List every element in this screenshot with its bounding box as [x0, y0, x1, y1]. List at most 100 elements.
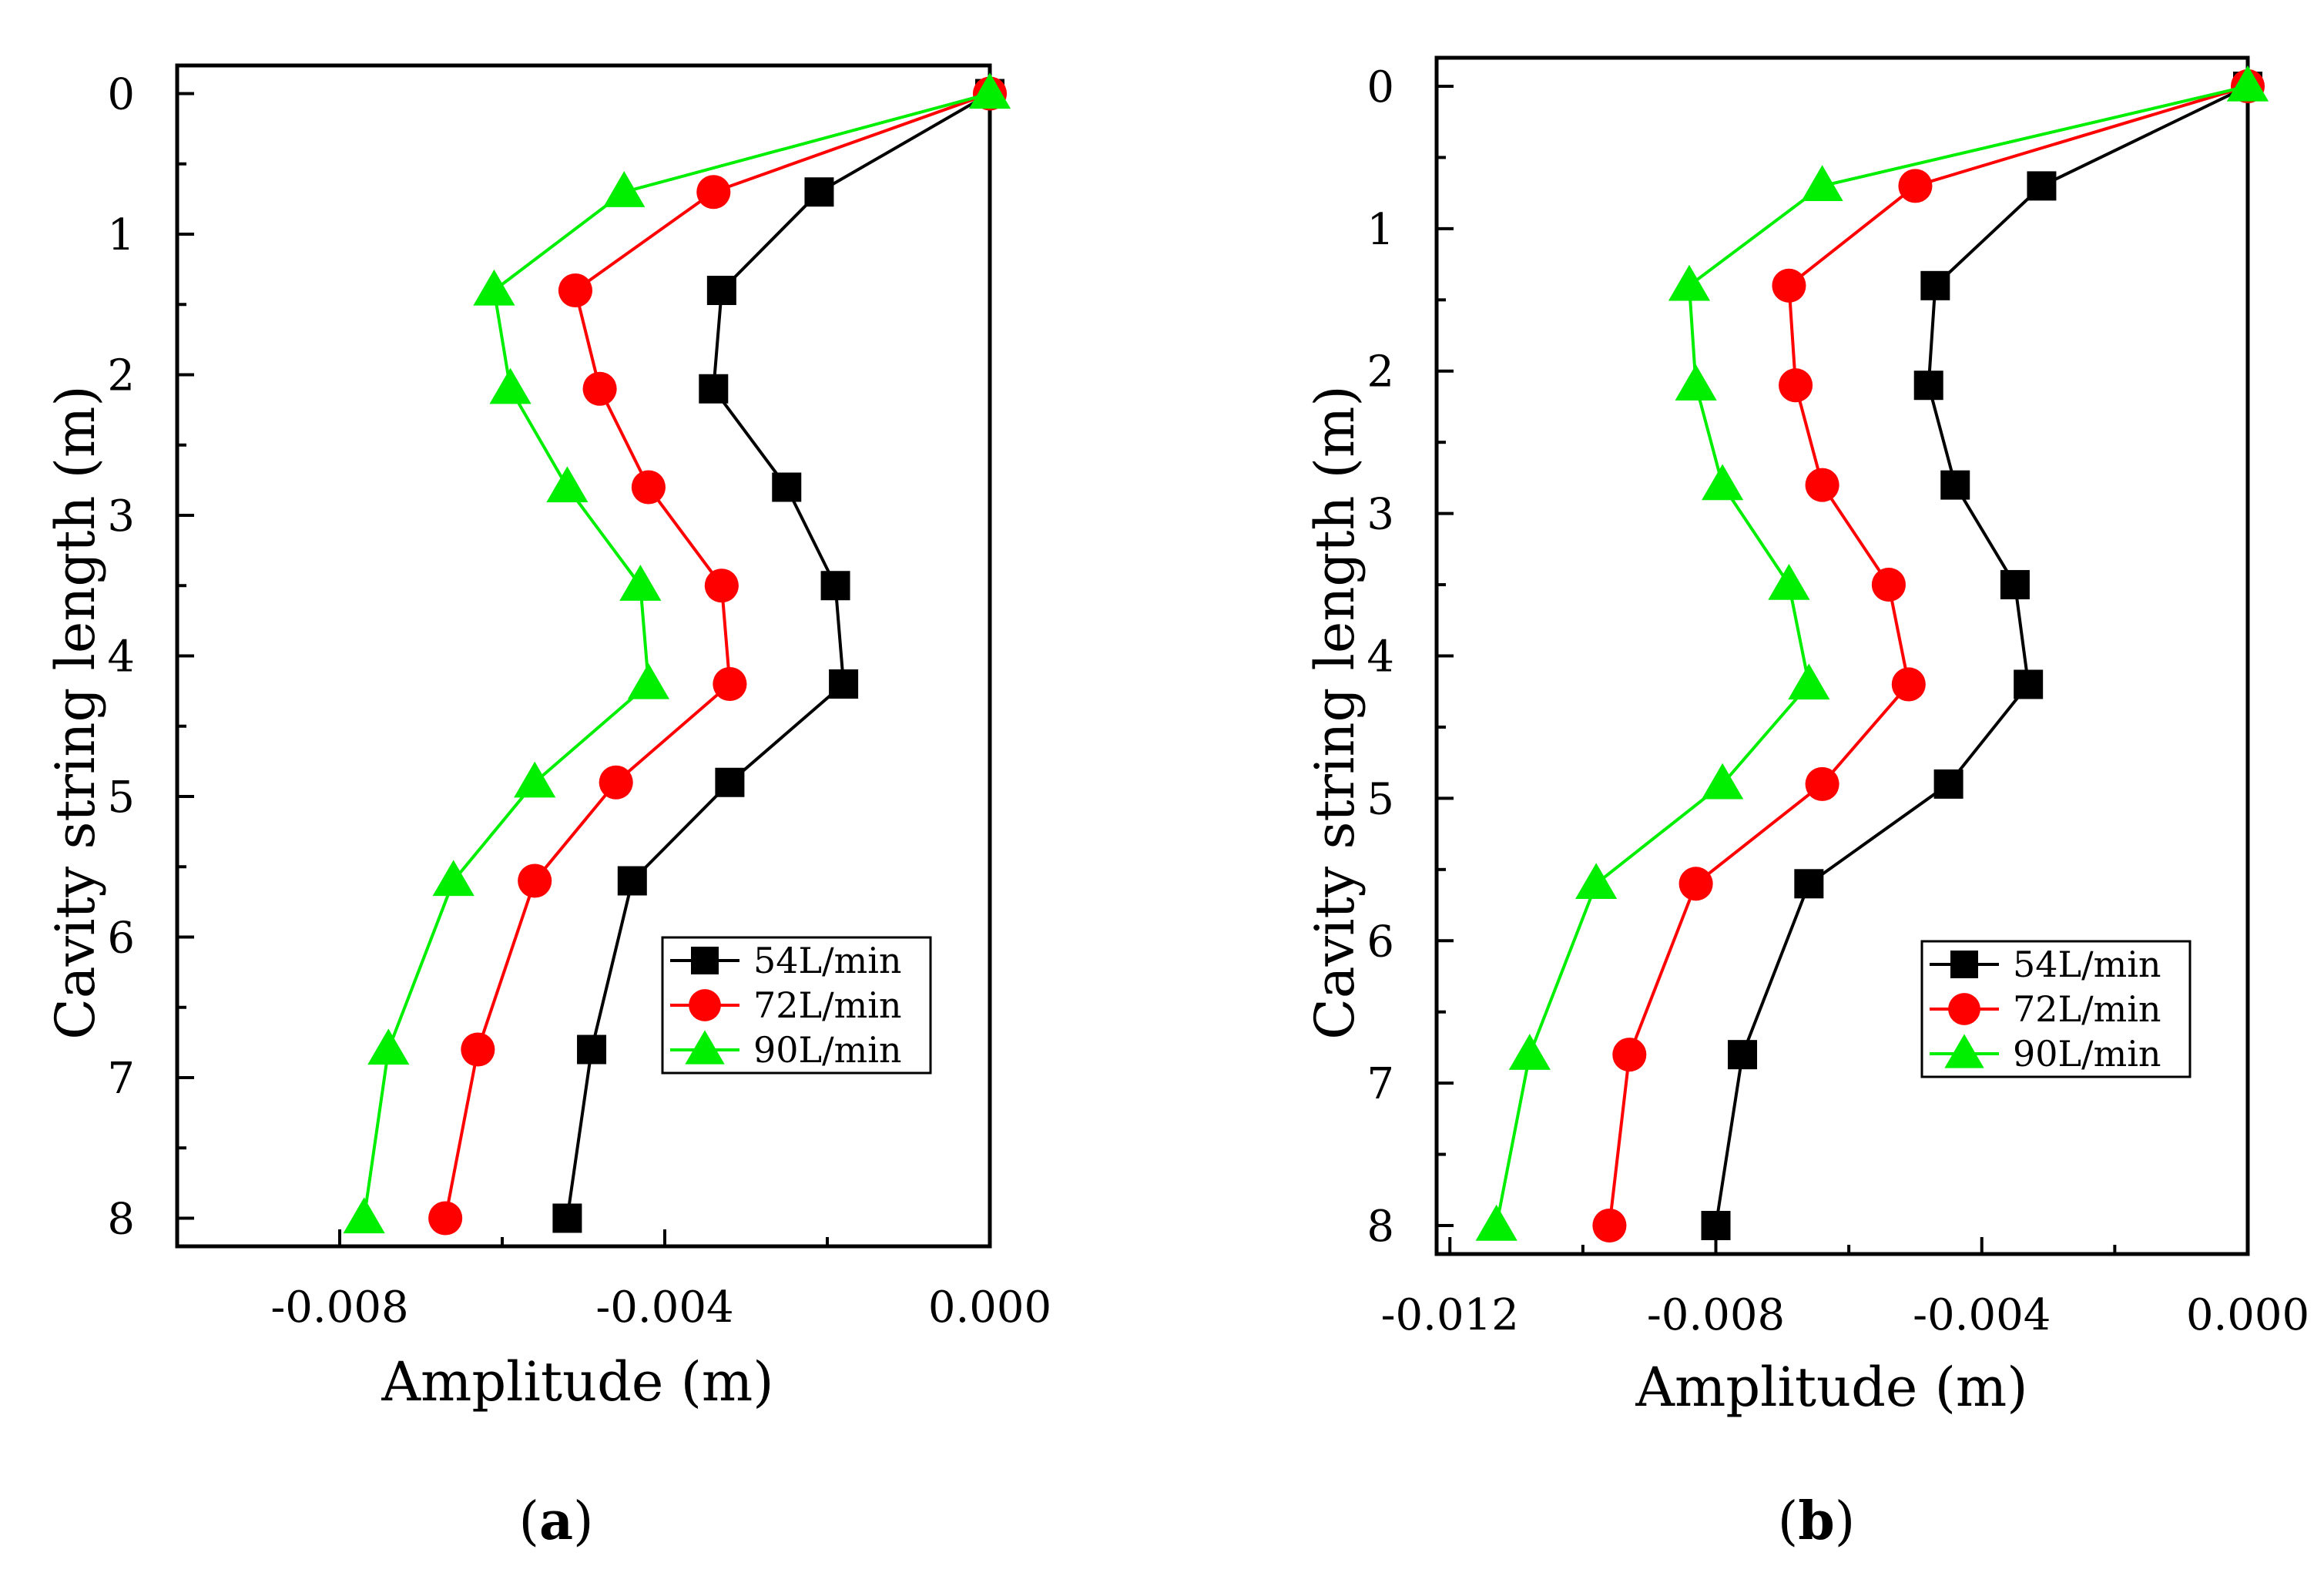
panel-label: (b): [1778, 1490, 1856, 1552]
legend-marker: [1948, 993, 1980, 1025]
data-point: [1891, 667, 1926, 702]
x-axis-label: Amplitude (m): [381, 1350, 773, 1413]
legend-label: 90L/min: [753, 1029, 902, 1071]
chart-panel-a: Amplitude (m) Cavity string length (m) (…: [44, 63, 1051, 1552]
y-tick-label: 8: [1367, 1202, 1394, 1252]
data-point: [772, 472, 802, 502]
panel-label: (a): [518, 1490, 593, 1552]
data-point: [829, 669, 859, 699]
data-point: [367, 1028, 410, 1065]
data-point: [552, 1203, 582, 1233]
legend-marker: [1950, 951, 1978, 978]
data-point: [577, 1034, 607, 1065]
y-tick-label: 0: [1367, 62, 1394, 112]
y-tick-label: 1: [107, 210, 135, 260]
data-point: [715, 767, 745, 797]
data-point: [1794, 869, 1824, 899]
data-point: [1779, 368, 1813, 403]
x-axis-label: Amplitude (m): [1635, 1356, 2027, 1419]
data-point: [558, 273, 592, 308]
data-point: [1612, 1038, 1647, 1072]
chart-panel-b: Amplitude (m) Cavity string length (m) (…: [1303, 55, 2309, 1552]
legend-label: 54L/min: [2013, 944, 2161, 985]
data-point: [713, 666, 747, 702]
data-point: [461, 1032, 495, 1067]
y-tick-label: 6: [1367, 917, 1394, 967]
x-tick-label: -0.008: [1647, 1290, 1785, 1340]
legend-marker: [1944, 1034, 1984, 1068]
data-point: [1801, 165, 1843, 202]
y-tick-label: 2: [1367, 347, 1394, 397]
data-point: [432, 860, 475, 897]
legend-marker: [685, 1030, 725, 1065]
data-point: [1788, 663, 1830, 700]
data-point: [1701, 1211, 1731, 1241]
data-point: [2027, 171, 2057, 201]
x-tick-label: -0.004: [595, 1283, 733, 1333]
data-point: [1933, 769, 1963, 799]
y-tick-label: 4: [1367, 632, 1394, 682]
data-point: [546, 466, 589, 503]
data-point: [599, 765, 633, 800]
data-point: [428, 1201, 463, 1236]
data-point: [1668, 264, 1711, 301]
data-point: [489, 367, 532, 404]
legend-label: 72L/min: [2013, 988, 2161, 1030]
data-point: [514, 761, 556, 798]
data-point: [1898, 169, 1933, 203]
data-point: [968, 72, 1011, 109]
data-point: [1678, 867, 1713, 901]
y-axis-label: Cavity string length (m): [44, 385, 107, 1039]
y-tick-label: 1: [1367, 205, 1394, 255]
data-point: [1675, 364, 1717, 401]
y-tick-label: 6: [107, 914, 135, 964]
legend-label: 54L/min: [753, 940, 902, 981]
data-point: [1772, 268, 1806, 303]
data-point: [617, 866, 647, 896]
data-point: [699, 374, 729, 404]
data-point: [1768, 563, 1810, 600]
legend-marker: [691, 947, 719, 974]
data-point: [1805, 766, 1839, 801]
data-point: [619, 565, 662, 601]
y-tick-label: 4: [107, 632, 135, 682]
data-point: [1940, 470, 1970, 500]
y-tick-label: 5: [1367, 774, 1394, 824]
data-point: [2226, 65, 2269, 102]
x-tick-label: -0.004: [1913, 1290, 2051, 1340]
y-tick-label: 7: [1367, 1059, 1394, 1109]
data-point: [1592, 1208, 1627, 1243]
data-point: [1575, 863, 1618, 899]
data-point: [1728, 1040, 1758, 1070]
y-tick-label: 3: [1367, 490, 1394, 540]
y-tick-label: 7: [107, 1054, 135, 1104]
y-tick-label: 8: [107, 1195, 135, 1245]
data-point: [2014, 669, 2044, 699]
data-point: [631, 470, 666, 505]
legend-label: 90L/min: [2013, 1033, 2161, 1075]
data-point: [473, 269, 515, 306]
data-point: [343, 1197, 385, 1234]
data-point: [1871, 568, 1906, 602]
x-tick-label: 0.000: [2186, 1290, 2309, 1340]
y-tick-label: 0: [107, 70, 135, 120]
legend-marker: [689, 989, 721, 1021]
data-point: [518, 863, 552, 898]
data-point: [704, 568, 739, 603]
data-point: [1920, 270, 1950, 300]
data-point: [1702, 464, 1744, 501]
data-point: [1913, 371, 1943, 401]
data-point: [1475, 1204, 1517, 1241]
y-tick-label: 5: [107, 773, 135, 823]
data-point: [706, 276, 736, 305]
data-point: [1702, 763, 1744, 800]
data-point: [820, 571, 850, 601]
data-point: [603, 171, 646, 207]
x-tick-label: 0.000: [928, 1283, 1051, 1333]
data-point: [2000, 570, 2030, 600]
x-tick-label: -0.012: [1381, 1290, 1519, 1340]
data-point: [1805, 468, 1839, 502]
x-tick-label: -0.008: [270, 1283, 408, 1333]
data-point: [804, 177, 834, 207]
